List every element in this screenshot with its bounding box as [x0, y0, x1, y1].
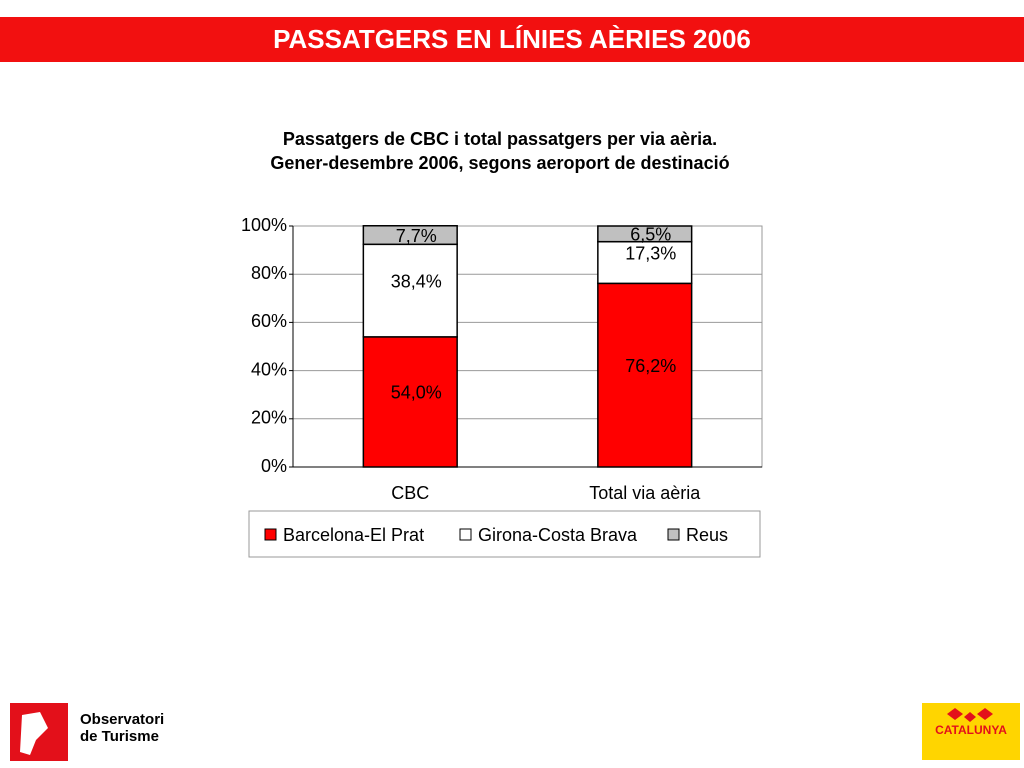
- y-tick-label: 0%: [261, 456, 287, 476]
- logo-shape: [20, 712, 48, 755]
- bar-segment: [597, 282, 693, 468]
- logo-box: [922, 703, 1020, 760]
- logo-text: Observatori: [80, 711, 164, 728]
- value-label: 54,0%: [391, 383, 442, 403]
- value-label: 76,2%: [625, 356, 676, 376]
- logo-shape: [947, 708, 993, 722]
- legend-swatch: [667, 528, 680, 541]
- value-label: 38,4%: [391, 271, 442, 291]
- bar-segment: [597, 225, 693, 243]
- y-tick-label: 60%: [251, 311, 287, 331]
- y-tick-label: 80%: [251, 263, 287, 283]
- value-label: 6,5%: [630, 225, 671, 245]
- legend-label: Barcelona-El Prat: [283, 525, 424, 545]
- y-tick-label: 100%: [241, 215, 287, 235]
- bar-segment: [362, 336, 458, 468]
- value-label: 7,7%: [396, 226, 437, 246]
- legend-swatch: [459, 528, 472, 541]
- x-tick-label: CBC: [391, 483, 429, 503]
- bar-segment: [362, 225, 458, 246]
- chart-title: Passatgers de CBC i total passatgers per…: [270, 129, 730, 173]
- x-tick-label: Total via aèria: [589, 483, 701, 503]
- logo-text: CATALUNYA: [935, 723, 1007, 737]
- y-tick-label: 20%: [251, 408, 287, 428]
- bar-segment: [362, 243, 458, 338]
- logo-text: de Turisme: [80, 728, 159, 745]
- legend-label: Girona-Costa Brava: [478, 525, 638, 545]
- catalunya-logo: CATALUNYA: [922, 703, 1020, 760]
- y-tick-label: 40%: [251, 359, 287, 379]
- observatori-logo: Observatori de Turisme: [10, 703, 164, 761]
- header-title: PASSATGERS EN LÍNIES AÈRIES 2006: [0, 17, 1024, 62]
- value-label: 17,3%: [625, 243, 676, 263]
- legend-swatch: [264, 528, 277, 541]
- legend-label: Reus: [686, 525, 728, 545]
